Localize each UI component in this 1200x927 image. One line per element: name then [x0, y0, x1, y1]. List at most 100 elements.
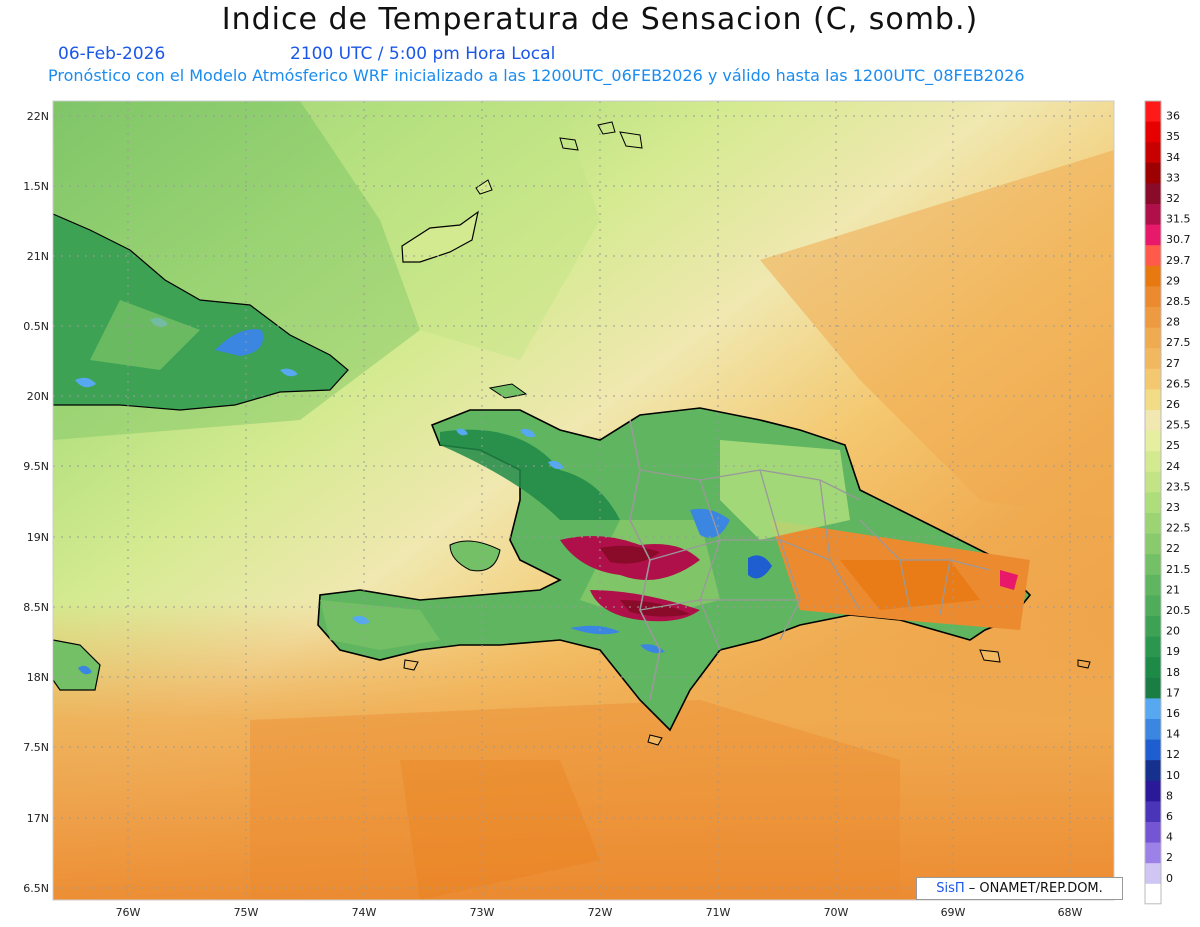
- colorbar-swatch: [1145, 842, 1161, 864]
- colorbar-label: 2: [1166, 851, 1173, 864]
- lon-label: 68W: [1058, 906, 1083, 919]
- colorbar-swatch: [1145, 142, 1161, 164]
- colorbar-label: 26.5: [1166, 377, 1191, 390]
- colorbar-label: 14: [1166, 728, 1180, 741]
- credit-text: – ONAMET/REP.DOM.: [968, 881, 1103, 896]
- colorbar-swatch: [1145, 368, 1161, 390]
- lat-label: 7.5N: [23, 741, 49, 754]
- colorbar-swatch: [1145, 101, 1161, 123]
- lat-label: 8.5N: [23, 601, 49, 614]
- colorbar-swatch: [1145, 760, 1161, 782]
- colorbar-swatch: [1145, 245, 1161, 267]
- lon-label: 75W: [234, 906, 259, 919]
- lon-label: 76W: [116, 906, 141, 919]
- colorbar-label: 19: [1166, 645, 1180, 658]
- colorbar-label: 8: [1166, 789, 1173, 802]
- colorbar-label: 29.7: [1166, 254, 1191, 267]
- colorbar-label: 21.5: [1166, 563, 1191, 576]
- lat-label: 22N: [27, 110, 49, 123]
- colorbar-swatch: [1145, 224, 1161, 246]
- colorbar-swatch: [1145, 883, 1161, 904]
- colorbar-swatch: [1145, 204, 1161, 226]
- colorbar-label: 20: [1166, 625, 1180, 638]
- jamaica-landmass: [53, 639, 101, 691]
- colorbar-label: 34: [1166, 151, 1180, 164]
- map-gridlines: [53, 101, 1114, 900]
- colorbar-label: 10: [1166, 769, 1180, 782]
- colorbar-swatch: [1145, 307, 1161, 329]
- lat-label: 0.5N: [23, 320, 49, 333]
- colorbar-swatch: [1145, 451, 1161, 473]
- colorbar-label: 25.5: [1166, 419, 1191, 432]
- colorbar-swatch: [1145, 698, 1161, 720]
- colorbar-label: 17: [1166, 686, 1180, 699]
- colorbar-label: 21: [1166, 583, 1180, 596]
- colorbar-label: 28.5: [1166, 295, 1191, 308]
- colorbar-swatch: [1145, 410, 1161, 432]
- forecast-time: 2100 UTC / 5:00 pm Hora Local: [290, 44, 556, 64]
- colorbar-label: 29: [1166, 274, 1180, 287]
- colorbar-swatch: [1145, 801, 1161, 823]
- lat-label: 20N: [27, 390, 49, 403]
- colorbar-label: 32: [1166, 192, 1180, 205]
- colorbar-swatch: [1145, 430, 1161, 452]
- colorbar-swatch: [1145, 554, 1161, 576]
- credit-box: SisΠ – ONAMET/REP.DOM.: [916, 877, 1123, 900]
- lon-label: 72W: [588, 906, 613, 919]
- colorbar-label: 35: [1166, 130, 1180, 143]
- map-title: Indice de Temperatura de Sensacion (C, s…: [221, 2, 979, 37]
- lat-label: 17N: [27, 812, 49, 825]
- colorbar-label: 33: [1166, 171, 1180, 184]
- colorbar-swatch: [1145, 822, 1161, 844]
- colorbar-label: 30.7: [1166, 233, 1191, 246]
- colorbar-swatch: [1145, 657, 1161, 679]
- lat-label: 19N: [27, 531, 49, 544]
- forecast-date: 06-Feb-2026: [58, 44, 166, 64]
- colorbar-swatch: [1145, 183, 1161, 205]
- lat-label: 1.5N: [23, 180, 49, 193]
- cold-spot-cuba: [215, 329, 264, 356]
- lon-label: 74W: [352, 906, 377, 919]
- colorbar-swatch: [1145, 286, 1161, 308]
- colorbar-swatch: [1145, 595, 1161, 617]
- map-frame: [52, 100, 1115, 901]
- colorbar-label: 26: [1166, 398, 1180, 411]
- colorbar-label: 22.5: [1166, 522, 1191, 535]
- longitude-axis: 76W 75W 74W 73W 72W 71W 70W 69W 68W: [116, 906, 1083, 919]
- colorbar-label: 16: [1166, 707, 1180, 720]
- colorbar-label: 36: [1166, 110, 1180, 123]
- colorbar-label: 4: [1166, 831, 1173, 844]
- colorbar-label: 6: [1166, 810, 1173, 823]
- colorbar-swatch: [1145, 616, 1161, 638]
- lon-label: 73W: [470, 906, 495, 919]
- colorbar-legend: 363534333231.530.729.72928.52827.52726.5…: [1144, 100, 1191, 905]
- colorbar-swatch: [1145, 677, 1161, 699]
- colorbar-label: 31.5: [1166, 213, 1191, 226]
- colorbar-label: 28: [1166, 316, 1180, 329]
- lat-label: 21N: [27, 250, 49, 263]
- colorbar-swatch: [1145, 533, 1161, 555]
- colorbar-label: 18: [1166, 666, 1180, 679]
- lat-label: 9.5N: [23, 460, 49, 473]
- model-info: Pronóstico con el Modelo Atmósferico WRF…: [48, 66, 1025, 85]
- colorbar-swatch: [1145, 636, 1161, 658]
- colorbar-swatch: [1145, 863, 1161, 885]
- colorbar-swatch: [1145, 513, 1161, 535]
- lon-label: 70W: [824, 906, 849, 919]
- lon-label: 71W: [706, 906, 731, 919]
- colorbar-swatch: [1145, 739, 1161, 761]
- colorbar-label: 23: [1166, 501, 1180, 514]
- colorbar-swatch: [1145, 121, 1161, 143]
- colorbar-swatch: [1145, 389, 1161, 411]
- colorbar-swatch: [1145, 574, 1161, 596]
- colorbar-label: 12: [1166, 748, 1180, 761]
- colorbar-swatch: [1145, 162, 1161, 184]
- colorbar-label: 24: [1166, 460, 1180, 473]
- colorbar-swatch: [1145, 719, 1161, 741]
- lon-label: 69W: [941, 906, 966, 919]
- colorbar-swatch: [1145, 265, 1161, 287]
- colorbar-swatch: [1145, 471, 1161, 493]
- colorbar-swatch: [1145, 780, 1161, 802]
- colorbar-label: 27: [1166, 357, 1180, 370]
